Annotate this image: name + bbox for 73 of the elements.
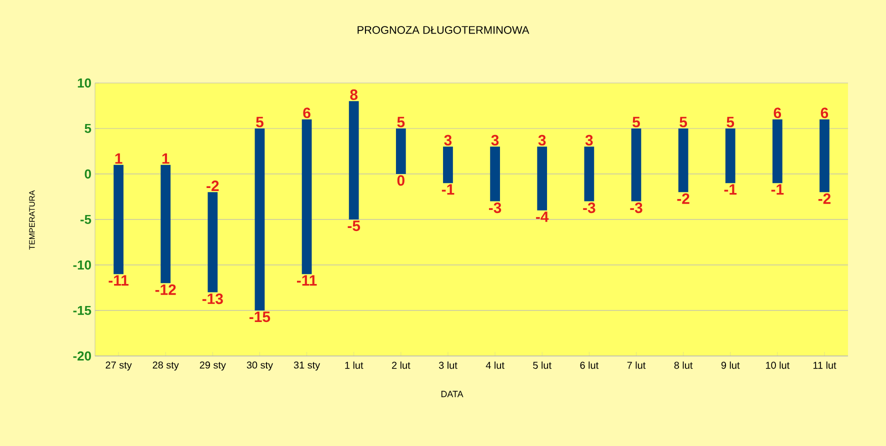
x-tick-label: 2 lut bbox=[392, 362, 410, 369]
chart-title: PROGNOZA DŁUGOTERMINOWA bbox=[358, 26, 530, 34]
x-tick-label: 30 sty bbox=[246, 362, 273, 371]
annotation: 0 bbox=[397, 175, 404, 186]
annotation: 5 bbox=[632, 116, 640, 128]
bar bbox=[725, 128, 736, 184]
bar bbox=[772, 119, 782, 184]
y-tick-label: 0 bbox=[84, 169, 91, 179]
bar bbox=[254, 128, 265, 310]
annotation: 3 bbox=[585, 134, 593, 146]
x-tick-label: 31 sty bbox=[294, 362, 320, 371]
x-tick-label: 27 sty bbox=[106, 362, 132, 371]
annotation: 5 bbox=[726, 116, 734, 128]
annotation: -4 bbox=[536, 212, 549, 222]
y-tick-label: 5 bbox=[84, 124, 92, 134]
bar bbox=[114, 164, 124, 274]
annotation: -3 bbox=[488, 202, 502, 214]
x-tick-label: 11 lut bbox=[813, 362, 836, 369]
bar bbox=[443, 146, 453, 184]
annotation: 6 bbox=[820, 108, 828, 118]
annotation: 5 bbox=[397, 116, 405, 128]
y-tick-label: -15 bbox=[73, 306, 92, 315]
bar bbox=[631, 128, 642, 202]
annotation: -1 bbox=[771, 184, 784, 195]
annotation: -12 bbox=[155, 284, 176, 295]
annotation: -3 bbox=[583, 202, 596, 214]
annotation: -11 bbox=[296, 275, 317, 286]
x-tick-label: 7 lut bbox=[627, 362, 646, 369]
bar bbox=[396, 128, 406, 174]
y-tick-label: -10 bbox=[73, 260, 91, 270]
y-tick-label: -5 bbox=[80, 214, 92, 224]
x-tick-label: 3 lut bbox=[438, 362, 458, 369]
annotation: 5 bbox=[680, 116, 688, 128]
annotation: 5 bbox=[256, 116, 264, 128]
annotation: 1 bbox=[115, 153, 122, 164]
annotation: -1 bbox=[442, 184, 454, 195]
bar bbox=[820, 119, 830, 192]
bar bbox=[537, 146, 548, 210]
annotation: -2 bbox=[818, 193, 831, 204]
bar bbox=[160, 164, 171, 284]
x-tick-label: 10 lut bbox=[766, 362, 790, 369]
x-tick-label: 8 lut bbox=[674, 362, 693, 369]
annotation: -2 bbox=[206, 180, 219, 191]
annotation: -11 bbox=[108, 275, 129, 286]
bar bbox=[584, 146, 594, 202]
x-tick-label: 9 lut bbox=[721, 362, 740, 369]
x-tick-label: 4 lut bbox=[486, 362, 504, 369]
annotation: 3 bbox=[444, 134, 452, 146]
annotation: -15 bbox=[250, 312, 270, 322]
annotation: 8 bbox=[350, 89, 358, 100]
annotation: -13 bbox=[202, 293, 223, 304]
annotation: 6 bbox=[303, 108, 310, 118]
bar bbox=[678, 128, 688, 192]
x-tick-label: 5 lut bbox=[533, 362, 552, 369]
annotation: -5 bbox=[348, 220, 360, 232]
x-tick-label: 29 sty bbox=[200, 362, 226, 371]
y-tick-label: 10 bbox=[78, 78, 91, 88]
y-tick-label: -20 bbox=[73, 351, 91, 361]
x-tick-label: 1 lut bbox=[345, 362, 364, 369]
annotation: -3 bbox=[630, 202, 642, 214]
annotation: -1 bbox=[724, 184, 737, 195]
bar bbox=[348, 101, 359, 220]
annotation: 1 bbox=[162, 153, 170, 164]
x-axis-title: DATA bbox=[441, 390, 464, 398]
bar bbox=[208, 192, 218, 292]
bar bbox=[302, 119, 312, 274]
x-tick-label: 6 lut bbox=[580, 362, 599, 369]
annotation: -2 bbox=[677, 193, 690, 204]
annotation: 3 bbox=[491, 134, 499, 146]
annotation: 3 bbox=[538, 134, 546, 146]
x-tick-label: 28 sty bbox=[152, 362, 179, 371]
bar bbox=[490, 146, 500, 202]
annotation: 6 bbox=[774, 108, 782, 118]
